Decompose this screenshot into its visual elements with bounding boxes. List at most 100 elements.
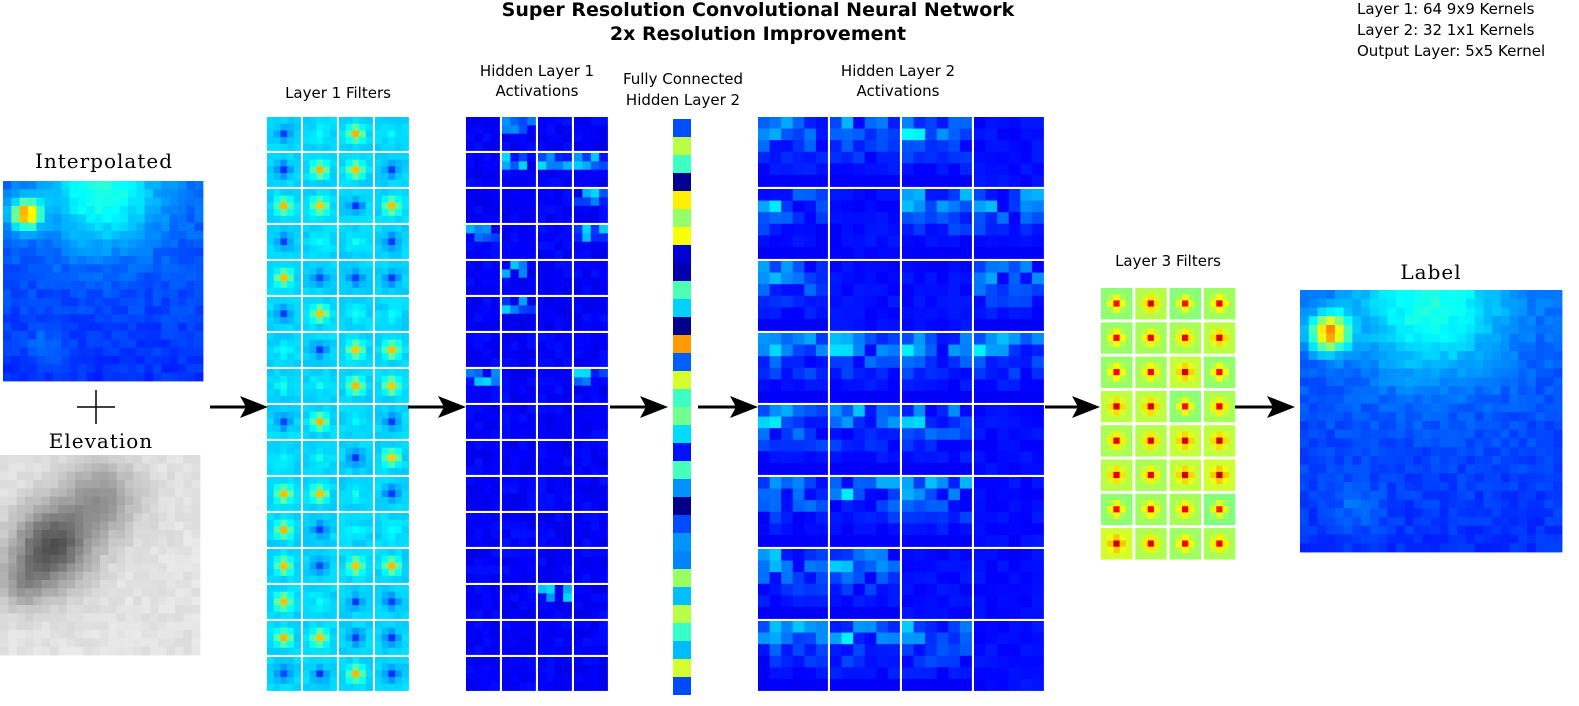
h2-activation-pixel [804,295,817,308]
l1-filter-pixel [280,353,288,361]
l1-filter-pixel [345,519,353,527]
l1-filter-pixel [388,447,396,455]
label-pixel [1527,473,1537,483]
l1-filter-pixel [381,539,389,547]
l1-filter-pixel [375,477,383,485]
l1-filter-pixel [309,555,317,563]
label-pixel [1422,517,1432,527]
l1-filter-pixel [303,353,311,361]
l1-filter-pixel [267,585,275,593]
elevation-pixel [175,488,184,498]
label-pixel [1413,473,1423,483]
h2-activation-pixel [985,189,998,201]
label-pixel [1431,324,1441,335]
l1-filter-pixel [287,281,295,289]
elevation-pixel [50,555,59,564]
l1-filter-pixel [375,179,383,187]
h1-activation-pixel [518,197,528,207]
h1-activation-pixel [510,153,520,162]
l1-filter-pixel [280,405,288,413]
l1-filter-pixel [303,346,311,354]
l1-filter-pixel [280,323,288,331]
label-pixel [1553,473,1563,483]
h2-activation-pixel [948,174,961,187]
elevation-pixel [191,521,201,531]
h2-activation-pixel [864,140,877,153]
label-pixel [1518,508,1528,518]
h1-activation-pixel [482,621,492,630]
h1-activation-pixel [491,117,500,126]
elevation-pixel [66,588,76,598]
elevation-pixel [133,530,143,539]
h1-activation-pixel [554,646,564,655]
interpolated-pixel [136,272,146,282]
l1-filter-pixel [395,209,403,217]
h1-activation-pixel [554,313,564,323]
label-pixel [1474,342,1484,352]
elevation-pixel [83,496,93,506]
h1-activation-pixel [482,449,492,459]
h1-activation-pixel [582,610,592,619]
l1-filter-pixel [395,173,403,181]
elevation-pixel [116,513,126,523]
label-pixel [1465,447,1476,457]
l1-filter-pixel [352,310,360,318]
l1-filter-pixel [395,143,403,151]
label-pixel [1474,482,1484,492]
label-pixel [1343,490,1353,500]
l1-filter-pixel [359,519,367,527]
h1-activation-pixel [563,358,572,367]
elevation-pixel [183,505,193,514]
label-pixel [1317,307,1327,317]
label-pixel [1509,482,1519,492]
l1-filter-pixel [365,173,373,181]
label-pixel [1326,447,1336,457]
interpolated-pixel [78,247,87,257]
interpolated-pixel [153,314,162,324]
h2-activation-pixel [1008,223,1021,236]
interpolated-pixel [128,247,137,257]
h2-activation-pixel [1020,117,1033,129]
interpolated-pixel [169,231,179,240]
interpolated-pixel [161,181,171,190]
h2-activation-pixel [815,272,828,285]
h1-activation-pixel [466,225,475,234]
label-pixel [1413,482,1423,492]
l1-filter-pixel [309,611,317,619]
h1-activation-pixel [502,189,511,198]
elevation-pixel [0,588,9,598]
l1-filter-pixel [273,641,281,649]
l1-filter-pixel [375,441,383,449]
h2-activation-pixel [841,189,854,201]
elevation-pixel [50,480,59,489]
label-pixel [1509,543,1519,553]
l1-filter-pixel [329,137,337,145]
label-pixel [1334,421,1345,431]
label-pixel [1404,307,1414,317]
l1-filter-pixel [267,549,275,557]
l1-filter-pixel [267,461,275,469]
h1-activation-pixel [538,225,547,234]
l1-filter-pixel [287,503,295,511]
label-pixel [1544,429,1554,439]
label-pixel [1352,386,1362,396]
label-pixel [1326,517,1336,527]
l1-filter-pixel [316,179,324,187]
label-pixel [1431,316,1441,326]
l1-filter-pixel [309,267,317,275]
l1-filter-pixel [303,497,311,505]
elevation-pixel [125,596,134,606]
label-pixel [1439,543,1449,553]
l1-filter-pixel [381,166,389,174]
interpolated-pixel [44,322,54,332]
interpolated-pixel [36,281,46,290]
label-pixel [1544,377,1554,387]
elevation-pixel [75,588,84,598]
h1-activation-pixel [527,250,536,259]
elevation-pixel [108,480,118,489]
interpolated-pixel [178,272,187,282]
h1-activation-pixel [518,377,528,387]
h2-activation-pixel [1008,140,1021,153]
l1-filter-pixel [401,533,409,541]
h1-activation-pixel [491,349,500,359]
